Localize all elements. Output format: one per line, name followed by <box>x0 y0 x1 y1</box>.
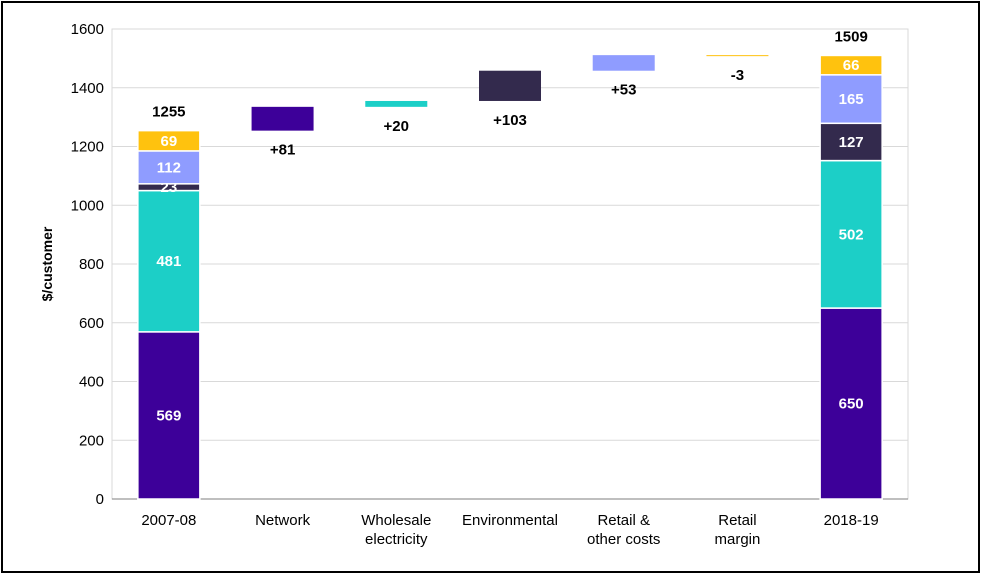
y-tick-label: 800 <box>79 256 104 273</box>
bar-segment <box>137 331 201 500</box>
delta-bar <box>479 70 541 101</box>
x-category-label: Wholesale electricity <box>361 512 431 548</box>
y-axis-title: $/customer <box>39 226 55 301</box>
x-category-label: 2018-19 <box>824 512 879 529</box>
delta-bar <box>365 100 428 107</box>
segment-data-label: 112 <box>157 159 181 176</box>
delta-data-label: +103 <box>493 112 527 129</box>
delta-data-label: +81 <box>270 142 295 159</box>
y-tick-label: 1600 <box>71 21 104 38</box>
segment-data-label: 66 <box>843 57 860 74</box>
segment-data-label: 502 <box>839 226 864 243</box>
segment-data-label: 481 <box>156 253 181 270</box>
y-tick-label: 600 <box>79 315 104 332</box>
delta-bar <box>251 106 314 131</box>
bar-segment <box>819 74 883 125</box>
x-category-label: Retail & other costs <box>587 512 660 548</box>
x-category-label: 2007-08 <box>141 512 196 529</box>
y-tick-label: 1200 <box>71 139 104 156</box>
bar-total-label: 1255 <box>152 104 185 121</box>
y-tick-label: 1400 <box>71 80 104 97</box>
delta-bar <box>706 55 769 57</box>
y-tick-label: 0 <box>96 491 104 508</box>
x-category-label: Environmental <box>462 512 558 529</box>
bar-total-label: 1509 <box>834 28 867 45</box>
bar-segment <box>819 159 883 309</box>
segment-data-label: 650 <box>839 396 864 413</box>
segment-data-label: 165 <box>839 91 864 108</box>
segment-data-label: 69 <box>161 133 178 150</box>
y-tick-label: 200 <box>79 432 104 449</box>
y-tick-label: 1000 <box>71 197 104 214</box>
delta-data-label: +20 <box>384 118 409 135</box>
y-tick-label: 400 <box>79 374 104 391</box>
bar-segment <box>819 54 883 76</box>
segment-data-label: 127 <box>839 134 864 151</box>
delta-bar <box>592 55 655 71</box>
bar-segment <box>137 129 201 152</box>
bar-segment <box>819 122 883 162</box>
delta-data-label: -3 <box>731 67 744 84</box>
delta-data-label: +53 <box>611 82 636 99</box>
segment-data-label: 569 <box>156 407 181 424</box>
x-category-label: Retail margin <box>714 512 760 548</box>
x-category-label: Network <box>255 512 311 529</box>
